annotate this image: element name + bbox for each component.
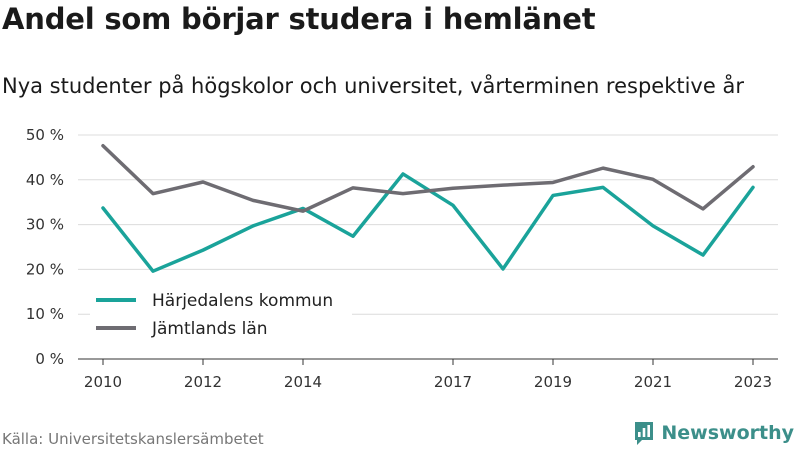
y-tick-label: 40 %: [26, 171, 64, 189]
x-tick-label: 2023: [734, 373, 772, 391]
x-tick-label: 2017: [434, 373, 472, 391]
x-tick-label: 2012: [184, 373, 222, 391]
legend-background: [90, 286, 352, 344]
chart-subtitle: Nya studenter på högskolor och universit…: [2, 74, 744, 98]
newsworthy-logo-icon: [635, 422, 654, 445]
series-line-1: [101, 172, 755, 273]
x-tick-label: 2014: [284, 373, 322, 391]
series-line-2: [101, 143, 755, 213]
y-tick-label: 50 %: [26, 126, 64, 144]
chart-title: Andel som börjar studera i hemlänet: [2, 2, 596, 36]
line-chart: 0 % 10 % 20 % 30 % 40 % 50 % 2010 2012 2014 2017 2…: [26, 126, 778, 391]
y-tick-label: 10 %: [26, 305, 64, 323]
source-note: Källa: Universitetskanslersämbetet: [2, 430, 264, 448]
y-tick-label: 20 %: [26, 260, 64, 278]
y-tick-label: 30 %: [26, 216, 64, 234]
legend-label: Jämtlands län: [151, 319, 268, 339]
x-tick-label: 2021: [634, 373, 672, 391]
y-tick-label: 0 %: [35, 350, 64, 368]
brand-name: Newsworthy: [661, 422, 794, 444]
x-tick-label: 2019: [534, 373, 572, 391]
legend-label: Härjedalens kommun: [152, 291, 333, 311]
brand-logo: Newsworthy: [633, 420, 794, 446]
x-tick-label: 2010: [84, 373, 122, 391]
